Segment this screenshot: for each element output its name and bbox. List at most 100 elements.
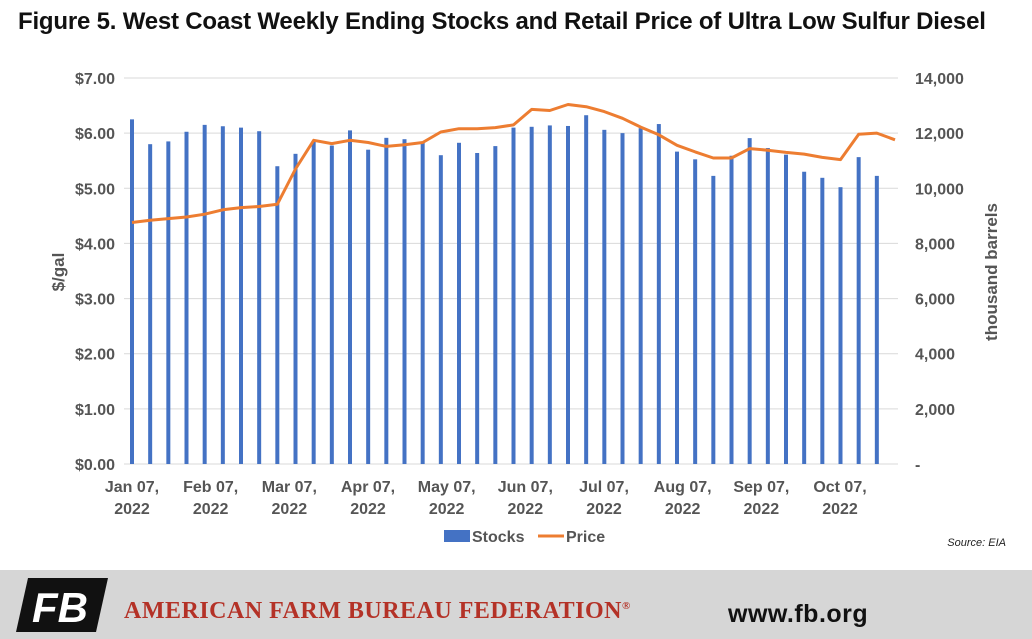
logo-lettering: FB: [32, 584, 88, 631]
legend-price-label: Price: [566, 529, 605, 546]
chart-title: Figure 5. West Coast Weekly Ending Stock…: [18, 8, 986, 35]
right-axis-ticks: - 2,000 4,000 6,000 8,000 10,000 12,000 14,000: [915, 71, 964, 474]
x-tick-label-line: May 07,: [418, 479, 476, 496]
left-tick-label: $1.00: [75, 402, 115, 419]
stocks-bar: [493, 146, 498, 464]
stocks-bar: [747, 138, 752, 464]
legend-stocks-swatch: [444, 530, 470, 542]
left-tick-label: $6.00: [75, 126, 115, 143]
price-line: [131, 103, 896, 224]
x-tick-label-line: 2022: [822, 501, 858, 518]
legend: Stocks Price: [444, 529, 605, 546]
right-tick-label: 8,000: [915, 236, 955, 253]
x-tick-label: Aug 07, 2022: [654, 479, 712, 518]
stocks-bar: [475, 152, 480, 464]
x-tick-label-line: Feb 07,: [183, 479, 238, 496]
right-axis-title: thousand barrels: [982, 203, 1001, 341]
x-tick-label-line: 2022: [586, 501, 622, 518]
stocks-bar: [529, 126, 534, 465]
website-link[interactable]: www.fb.org: [728, 600, 869, 628]
chart-area: $0.00 $1.00 $2.00 $3.00 $4.00 $5.00 $6.00 $7.00…: [49, 71, 1001, 546]
stocks-bar: [547, 125, 552, 465]
farm-bureau-logo: FB: [16, 578, 108, 632]
stocks-bar: [348, 130, 352, 464]
stocks-bar: [293, 153, 298, 465]
stocks-bar: [220, 126, 225, 464]
right-tick-label: 10,000: [915, 181, 964, 198]
stocks-bar: [675, 151, 679, 464]
left-tick-label: $5.00: [75, 181, 115, 198]
left-axis-title: $/gal: [49, 253, 68, 292]
x-tick-label-line: Jul 07,: [579, 479, 629, 496]
stocks-bar: [620, 133, 625, 464]
stocks-bar: [402, 139, 407, 465]
stocks-bar: [438, 155, 443, 464]
stocks-bar: [130, 119, 134, 464]
left-tick-label: $2.00: [75, 347, 115, 364]
x-tick-label-line: Jun 07,: [498, 479, 553, 496]
x-tick-label-line: 2022: [272, 501, 308, 518]
right-tick-label: 2,000: [915, 402, 955, 419]
left-axis-ticks: $0.00 $1.00 $2.00 $3.00 $4.00 $5.00 $6.00 $7.00: [75, 71, 115, 474]
x-tick-label-line: 2022: [665, 501, 701, 518]
stocks-bar: [420, 142, 425, 465]
stocks-bar: [711, 175, 716, 464]
stocks-bar: [329, 145, 334, 465]
x-tick-label: Mar 07, 2022: [262, 479, 317, 518]
right-tick-label: -: [915, 457, 920, 474]
stocks-bar: [457, 142, 461, 465]
stocks-bar: [729, 155, 734, 464]
stocks-bar: [511, 127, 516, 464]
right-tick-label: 6,000: [915, 292, 955, 309]
stocks-bar: [366, 149, 371, 464]
organization-name: AMERICAN FARM BUREAU FEDERATION®: [124, 598, 631, 625]
source-note: Source: EIA: [947, 537, 1006, 549]
right-tick-label: 14,000: [915, 71, 964, 88]
stocks-bar: [784, 154, 788, 465]
stocks-bar: [584, 115, 589, 464]
left-tick-label: $0.00: [75, 457, 115, 474]
stocks-bar: [820, 177, 825, 464]
x-tick-label: May 07, 2022: [418, 479, 476, 518]
x-tick-label: Oct 07, 2022: [813, 479, 866, 518]
left-tick-label: $3.00: [75, 292, 115, 309]
stocks-bar: [239, 127, 243, 464]
left-tick-label: $7.00: [75, 71, 115, 88]
stocks-bar: [384, 137, 389, 464]
x-tick-label-line: Oct 07,: [813, 479, 866, 496]
stocks-bar: [566, 125, 570, 464]
stocks-bar: [148, 144, 153, 464]
stocks-bar: [257, 131, 262, 464]
x-tick-label-line: Sep 07,: [733, 479, 789, 496]
stocks-bar: [311, 141, 316, 464]
x-tick-label-line: 2022: [508, 501, 544, 518]
right-tick-label: 4,000: [915, 347, 955, 364]
stocks-bar: [838, 187, 843, 464]
stocks-bar: [638, 128, 643, 464]
stocks-bar: [765, 148, 770, 464]
x-tick-label: Jan 07, 2022: [105, 479, 159, 518]
organization-text: AMERICAN FARM BUREAU FEDERATION: [124, 598, 622, 624]
x-tick-label-line: 2022: [193, 501, 229, 518]
right-tick-label: 12,000: [915, 126, 964, 143]
x-tick-label: Apr 07, 2022: [341, 479, 395, 518]
x-tick-label: Jun 07, 2022: [498, 479, 553, 518]
x-tick-label-line: 2022: [114, 501, 150, 518]
left-tick-label: $4.00: [75, 236, 115, 253]
stocks-bar: [184, 131, 189, 464]
x-tick-label-line: Aug 07,: [654, 479, 712, 496]
stocks-bar: [166, 141, 171, 464]
stocks-bars: [130, 115, 879, 465]
x-tick-label-line: Apr 07,: [341, 479, 395, 496]
registered-mark: ®: [621, 600, 631, 612]
x-tick-label-line: 2022: [744, 501, 780, 518]
gridlines: [124, 77, 898, 465]
x-tick-label-line: Jan 07,: [105, 479, 159, 496]
x-tick-label-line: 2022: [350, 501, 386, 518]
stocks-bar: [202, 124, 207, 464]
stocks-bar: [656, 124, 661, 465]
stocks-bar: [802, 171, 807, 464]
stocks-bar: [856, 157, 861, 464]
stocks-bar: [275, 166, 280, 464]
